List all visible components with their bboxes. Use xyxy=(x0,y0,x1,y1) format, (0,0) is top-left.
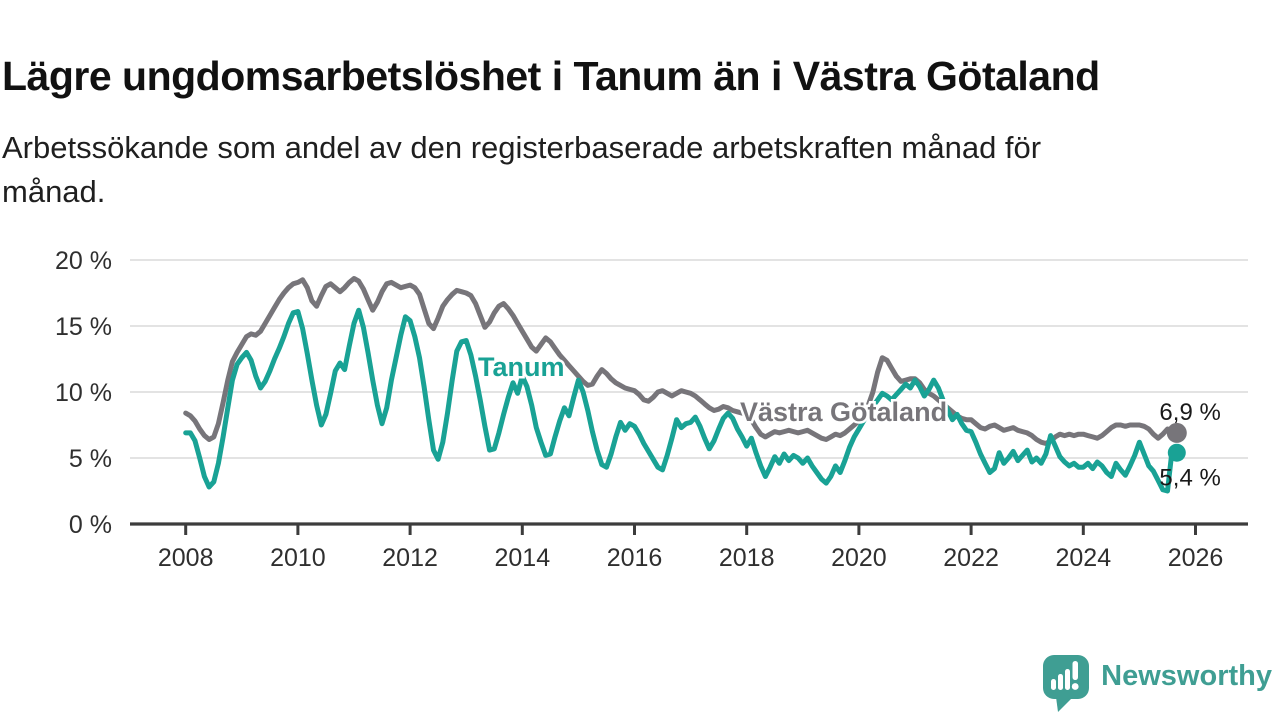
x-tick-label: 2010 xyxy=(270,544,326,572)
y-tick-label: 5 % xyxy=(69,445,112,473)
x-tick-label: 2024 xyxy=(1055,544,1111,572)
logo-bar-1 xyxy=(1051,679,1057,690)
end-value-label-tanum: 5,4 % xyxy=(1159,465,1220,492)
x-tick-label: 2016 xyxy=(607,544,663,572)
page-title: Lägre ungdomsarbetslöshet i Tanum än i V… xyxy=(2,53,1100,100)
x-tick-label: 2022 xyxy=(943,544,999,572)
newsworthy-logo-text: Newsworthy xyxy=(1101,659,1272,692)
x-tick-label: 2020 xyxy=(831,544,887,572)
chart-subtitle: Arbetssökande som andel av den registerb… xyxy=(2,126,1222,214)
subtitle-line-1: Arbetssökande som andel av den registerb… xyxy=(2,130,1042,165)
logo-exclamation-dot xyxy=(1071,683,1079,690)
x-tick-label: 2026 xyxy=(1168,544,1224,572)
end-value-label-vastra-gotaland: 6,9 % xyxy=(1159,399,1220,426)
series-label-tanum: Tanum xyxy=(478,352,565,382)
newsworthy-logo: Newsworthy xyxy=(1042,654,1272,712)
x-tick-label: 2014 xyxy=(494,544,550,572)
y-tick-label: 15 % xyxy=(55,313,112,341)
end-dot-vastra-gotaland xyxy=(1166,422,1187,443)
subtitle-line-2: månad. xyxy=(2,174,106,209)
logo-bar-2 xyxy=(1058,674,1064,690)
end-dot-tanum xyxy=(1167,443,1186,462)
series-line-vastra-gotaland xyxy=(183,276,1180,446)
series-line-tanum xyxy=(183,307,1180,494)
x-tick-label: 2018 xyxy=(719,544,775,572)
y-tick-label: 10 % xyxy=(55,379,112,407)
y-tick-label: 20 % xyxy=(55,247,112,275)
logo-exclamation-bar xyxy=(1072,661,1079,680)
logo-bar-3 xyxy=(1065,669,1071,690)
x-tick-label: 2012 xyxy=(382,544,438,572)
y-tick-label: 0 % xyxy=(69,511,112,539)
newsworthy-logo-icon xyxy=(1043,655,1090,712)
x-tick-label: 2008 xyxy=(158,544,214,572)
series-label-vastra-gotaland: Västra Götaland xyxy=(740,397,947,427)
